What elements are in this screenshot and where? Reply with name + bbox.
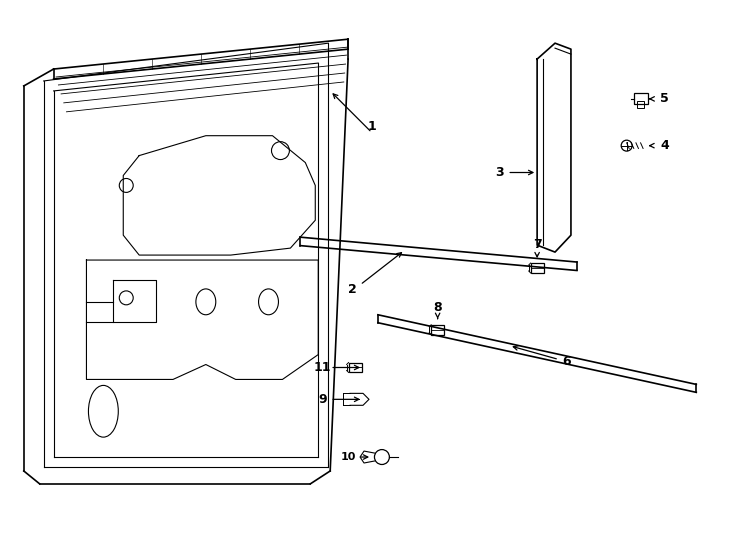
Bar (531, 263, 544, 273)
Text: 4: 4 (661, 139, 669, 152)
Text: 1: 1 (368, 120, 377, 133)
Text: 2: 2 (348, 284, 357, 296)
Text: 7: 7 (533, 238, 542, 251)
Text: 6: 6 (563, 355, 571, 368)
Bar (637, 101, 644, 107)
Bar (431, 325, 444, 335)
Text: 5: 5 (661, 92, 669, 105)
Text: 9: 9 (318, 393, 327, 406)
Text: 8: 8 (433, 301, 442, 314)
Text: 11: 11 (313, 361, 331, 374)
Bar (633, 93, 647, 104)
Bar (349, 362, 362, 373)
Text: 10: 10 (341, 452, 356, 462)
Text: 3: 3 (495, 166, 504, 179)
